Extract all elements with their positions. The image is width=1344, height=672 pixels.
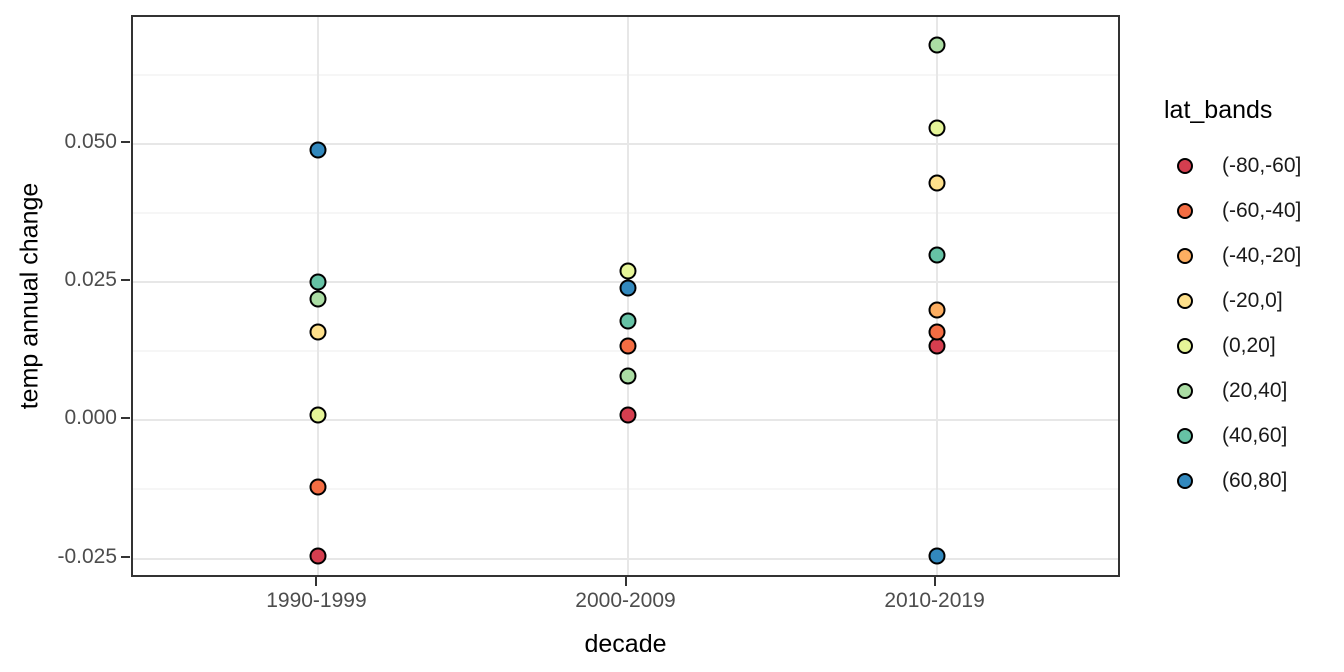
y-axis-tick xyxy=(121,555,130,558)
legend-entry: (60,80] xyxy=(1158,458,1338,503)
data-point xyxy=(928,246,946,264)
legend: lat_bands (-80,-60] (-60,-40] (-40,-20] (-2… xyxy=(1158,96,1338,503)
legend-entry-label: (-40,-20] xyxy=(1222,243,1302,267)
legend-entry-label: (-60,-40] xyxy=(1222,198,1302,222)
data-point xyxy=(309,273,327,291)
data-point xyxy=(619,367,636,385)
gridline-major xyxy=(133,557,1118,560)
data-point xyxy=(928,36,946,54)
data-point xyxy=(928,547,946,565)
legend-key-dot xyxy=(1177,337,1193,354)
y-axis-tick xyxy=(121,279,130,282)
legend-entry-label: (60,80] xyxy=(1222,468,1288,492)
legend-key-dot xyxy=(1177,382,1193,399)
legend-key-dot xyxy=(1177,247,1193,264)
legend-key-dot xyxy=(1177,292,1193,309)
gridline-minor xyxy=(133,488,1118,490)
y-axis-tick-label: 0.025 xyxy=(64,268,117,292)
plot-panel xyxy=(131,15,1120,577)
gridline-minor xyxy=(133,212,1118,214)
legend-title: lat_bands xyxy=(1164,96,1273,124)
y-axis-tick xyxy=(121,141,130,144)
y-axis-tick-label: -0.025 xyxy=(57,544,117,568)
legend-entry-label: (-80,-60] xyxy=(1222,153,1302,177)
legend-key-dot xyxy=(1177,157,1193,174)
data-point xyxy=(619,262,636,280)
data-point xyxy=(309,478,327,496)
y-axis-tick-label: 0.000 xyxy=(64,406,117,430)
legend-entry: (-40,-20] xyxy=(1158,233,1338,278)
data-point xyxy=(309,141,327,159)
x-axis-title: decade xyxy=(584,630,667,658)
legend-entry: (40,60] xyxy=(1158,413,1338,458)
data-point xyxy=(309,323,327,341)
legend-entry-label: (20,40] xyxy=(1222,378,1288,402)
data-point xyxy=(928,174,946,192)
x-axis-tick xyxy=(315,577,318,586)
y-axis-title: temp annual change xyxy=(15,182,44,410)
legend-key-dot xyxy=(1177,427,1193,444)
legend-entry: (20,40] xyxy=(1158,368,1338,413)
data-point xyxy=(309,406,327,424)
legend-entry-label: (40,60] xyxy=(1222,423,1288,447)
legend-entry: (-80,-60] xyxy=(1158,143,1338,188)
gridline-minor xyxy=(133,74,1118,76)
x-axis-tick-label: 2000-2009 xyxy=(575,589,676,612)
data-point xyxy=(309,290,327,308)
legend-entry: (0,20] xyxy=(1158,323,1338,368)
gridline-major xyxy=(133,143,1118,146)
data-point xyxy=(928,119,946,137)
data-point xyxy=(928,323,946,341)
data-point xyxy=(309,547,327,565)
legend-entry: (-20,0] xyxy=(1158,278,1338,323)
y-axis-tick xyxy=(121,417,130,420)
data-point xyxy=(619,406,636,424)
data-point xyxy=(619,279,636,297)
gridline-vertical xyxy=(935,17,938,575)
data-point xyxy=(928,301,946,319)
legend-key-dot xyxy=(1177,472,1193,489)
legend-key-dot xyxy=(1177,202,1193,219)
legend-entry-label: (0,20] xyxy=(1222,333,1276,357)
legend-entry: (-60,-40] xyxy=(1158,188,1338,233)
data-point xyxy=(619,337,636,355)
y-axis-tick-label: 0.050 xyxy=(64,130,117,154)
x-axis-tick xyxy=(624,577,627,586)
x-axis-tick-label: 2010-2019 xyxy=(884,589,985,612)
x-axis-tick-label: 1990-1999 xyxy=(266,589,367,612)
x-axis-tick xyxy=(933,577,936,586)
legend-entry-label: (-20,0] xyxy=(1222,288,1283,312)
legend-entries: (-80,-60] (-60,-40] (-40,-20] (-20,0] (0,20]… xyxy=(1158,143,1338,503)
data-point xyxy=(619,312,636,330)
